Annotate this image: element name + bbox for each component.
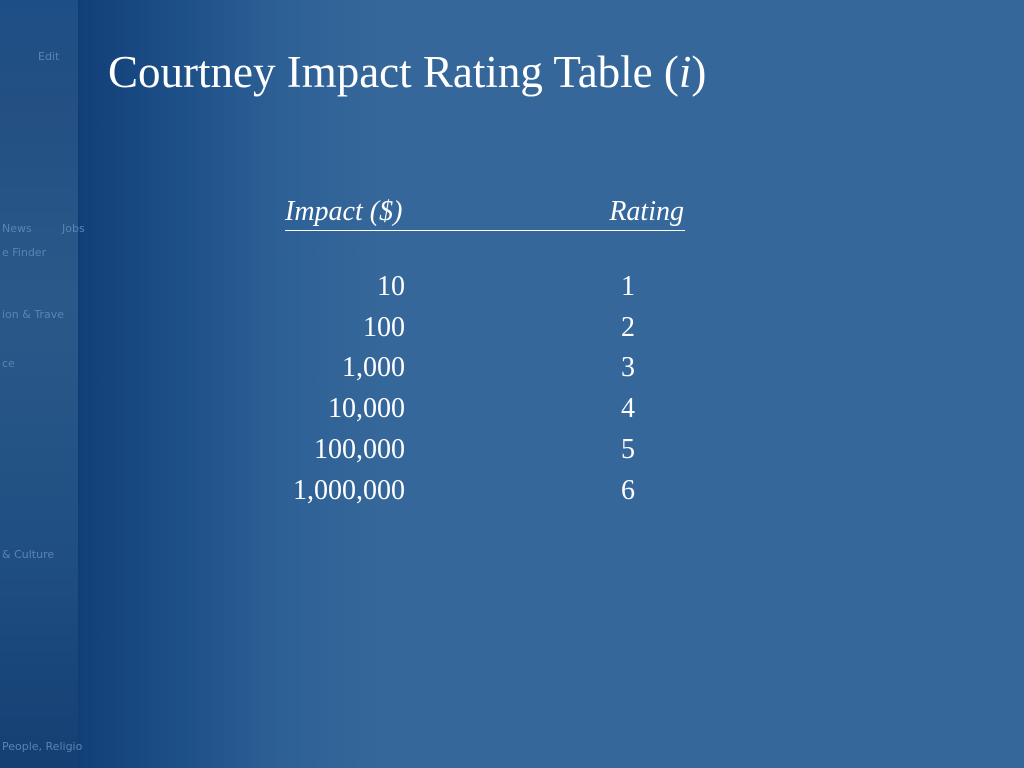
column-header: Impact ($) [285, 196, 403, 227]
rating-cell: 5 [621, 433, 635, 465]
impact-cell: 1,000 [342, 352, 405, 384]
sidebar-fragment: ion & Trave [2, 308, 64, 321]
sidebar-fragment: ce [2, 357, 15, 370]
header-underline [285, 230, 685, 231]
rating-cell: 6 [621, 474, 635, 506]
impact-cell: 10,000 [328, 393, 405, 425]
sidebar-fragment: & Culture [2, 548, 55, 561]
sidebar-fragment: Jobs [62, 222, 85, 235]
sidebar-image [0, 0, 78, 768]
title-italic: i [678, 47, 692, 97]
column-header: Rating [609, 196, 684, 227]
impact-cell: 100 [363, 311, 405, 343]
rating-cell: 1 [621, 271, 635, 302]
impact-cell: 100,000 [314, 433, 405, 465]
sidebar-fragment: News [2, 222, 32, 235]
sidebar-fragment: e Finder [2, 246, 47, 259]
impact-cell: 10 [377, 271, 405, 302]
sidebar-fragment: Edit [38, 50, 60, 63]
sidebar-fragment: People, Religio [2, 740, 83, 753]
rating-cell: 2 [621, 311, 635, 343]
title-text: ) [691, 47, 707, 97]
title-text: Courtney Impact Rating Table ( [108, 47, 679, 97]
impact-cell: 1,000,000 [293, 474, 405, 506]
slide-title: Courtney Impact Rating Table (i) [108, 46, 706, 98]
rating-cell: 3 [621, 352, 635, 384]
rating-cell: 4 [621, 393, 635, 425]
